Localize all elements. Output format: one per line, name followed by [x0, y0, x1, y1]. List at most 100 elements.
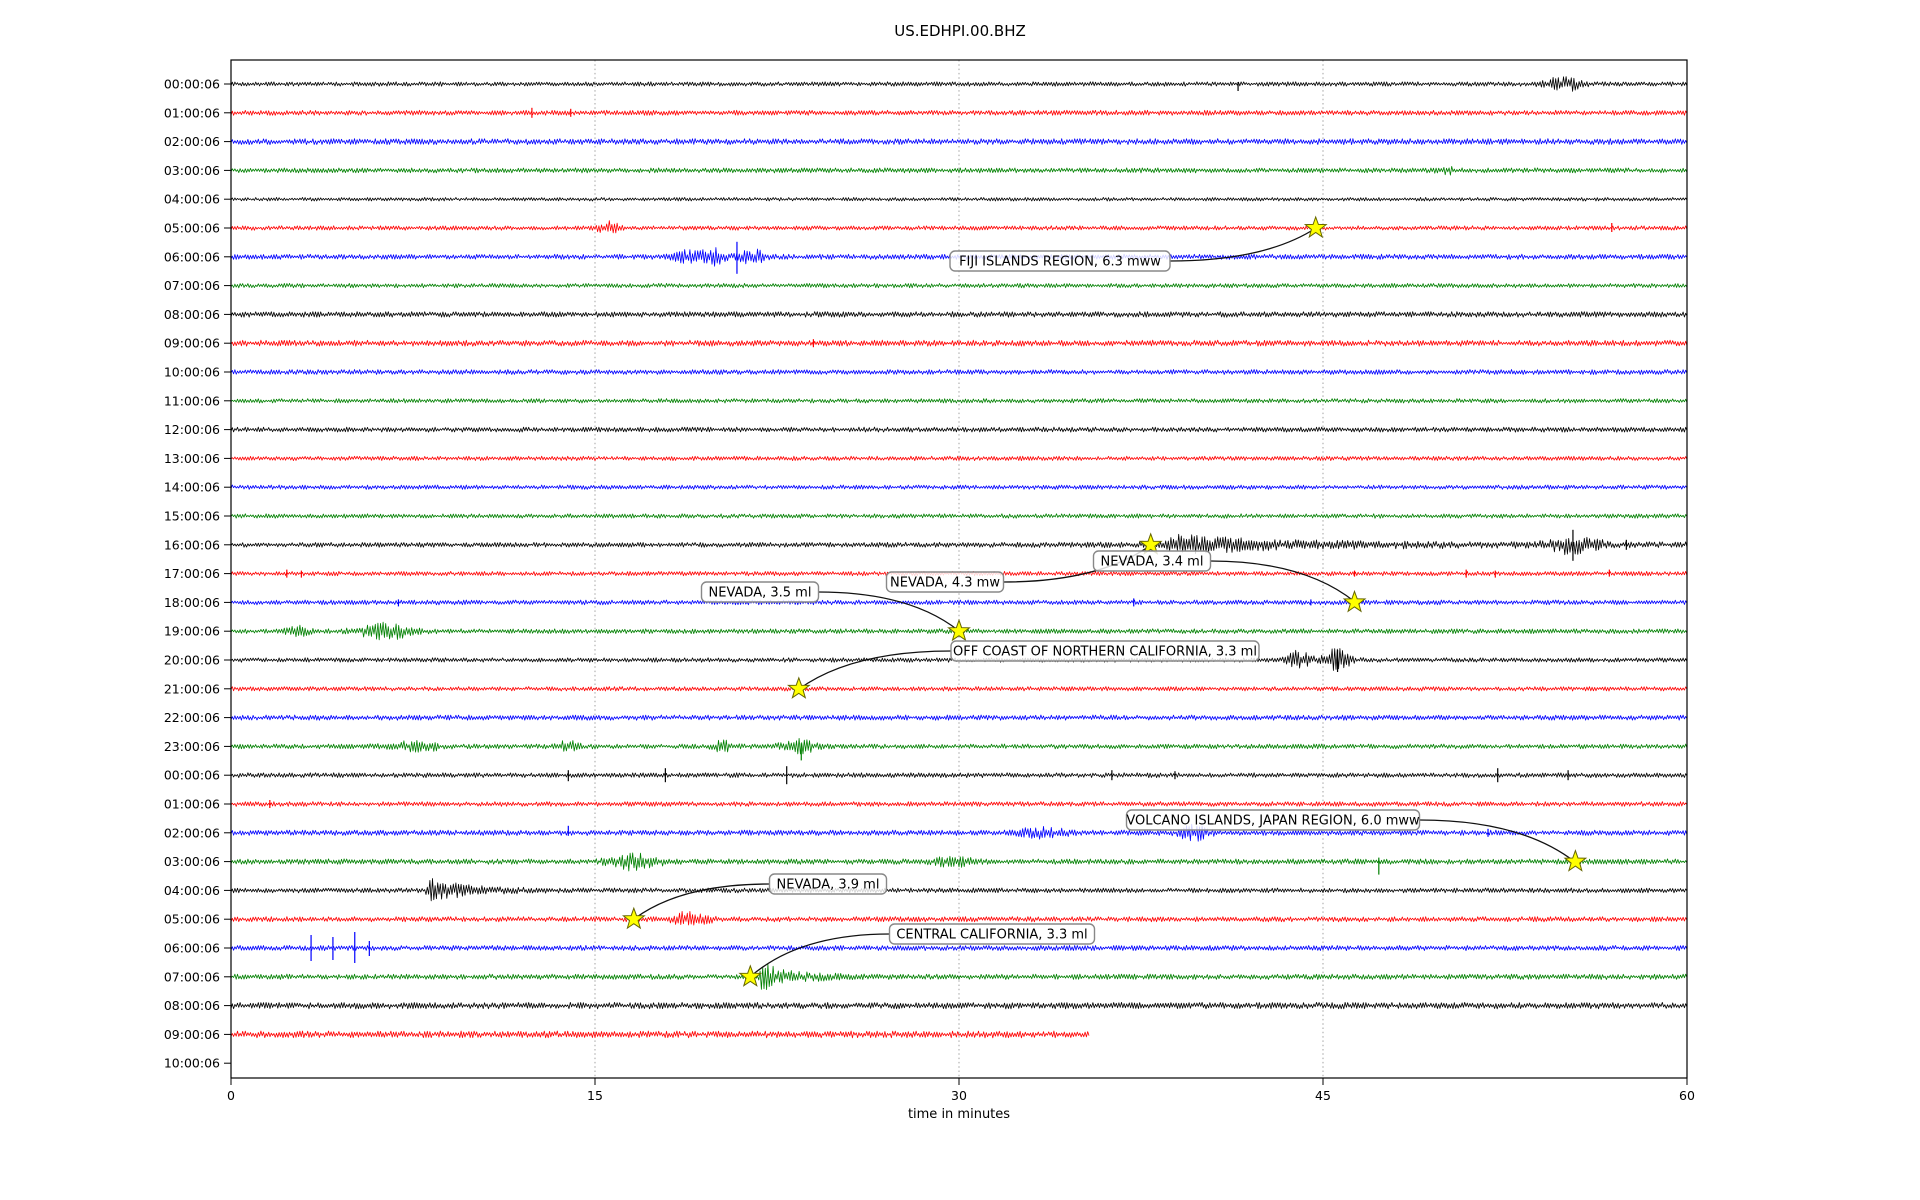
- event-leader-line: [1210, 560, 1356, 603]
- event-label-text: VOLCANO ISLANDS, JAPAN REGION, 6.0 mww: [1126, 814, 1420, 829]
- row-time-label: 09:00:06: [164, 1027, 220, 1042]
- trace-line: [230, 311, 1688, 318]
- event-star-marker: [738, 964, 763, 987]
- trace-line: [230, 165, 1688, 176]
- row-time-label: 05:00:06: [164, 912, 220, 927]
- trace-row-2-02:00:06: [230, 138, 1688, 146]
- trace-line: [230, 1030, 1090, 1039]
- row-time-label: 00:00:06: [164, 77, 220, 92]
- trace-row-1-01:00:06: [230, 107, 1688, 118]
- row-time-label: 06:00:06: [164, 249, 220, 264]
- trace-line: [230, 945, 1688, 951]
- event-star-marker: [1303, 215, 1328, 239]
- trace-line: [230, 714, 1688, 721]
- trace-row-10-10:00:06: [230, 369, 1688, 375]
- event-star-marker: [622, 906, 646, 930]
- trace-row-11-11:00:06: [230, 398, 1688, 404]
- row-time-label: 19:00:06: [164, 624, 220, 639]
- event-star-marker: [1563, 849, 1588, 872]
- trace-line: [230, 513, 1688, 519]
- row-time-label: 21:00:06: [164, 681, 220, 696]
- row-time-label: 10:00:06: [164, 365, 220, 380]
- x-axis-title: time in minutes: [908, 1107, 1010, 1122]
- row-time-label: 03:00:06: [164, 163, 220, 178]
- row-time-label: 07:00:06: [164, 278, 220, 293]
- trace-line: [230, 76, 1688, 92]
- row-time-label: 05:00:06: [164, 221, 220, 236]
- trace-rows: [230, 76, 1688, 1039]
- trace-row-30-06:00:06: [230, 932, 1688, 963]
- row-time-label: 23:00:06: [164, 739, 220, 754]
- row-time-label: 01:00:06: [164, 797, 220, 812]
- row-time-label: 12:00:06: [164, 422, 220, 437]
- row-time-label: 18:00:06: [164, 595, 220, 610]
- trace-row-13-13:00:06: [230, 455, 1688, 462]
- event-annotations: FIJI ISLANDS REGION, 6.3 mww NEVADA, 4.3 …: [622, 215, 1588, 987]
- trace-row-22-22:00:06: [230, 714, 1688, 721]
- trace-row-3-03:00:06: [230, 165, 1688, 176]
- row-time-label: 02:00:06: [164, 825, 220, 840]
- x-tick-label: 45: [1315, 1088, 1331, 1103]
- trace-line: [230, 109, 1688, 116]
- trace-row-32-08:00:06: [230, 1002, 1688, 1010]
- trace-line: [230, 801, 1688, 807]
- row-time-label: 10:00:06: [164, 1056, 220, 1071]
- trace-line: [230, 823, 1688, 842]
- event-star-marker: [1342, 589, 1367, 613]
- row-time-label: 20:00:06: [164, 653, 220, 668]
- event-label-text: NEVADA, 4.3 mw: [890, 576, 1000, 591]
- row-time-label: 22:00:06: [164, 710, 220, 725]
- trace-row-24-00:00:06: [230, 766, 1688, 785]
- event-label-box: [888, 923, 1096, 945]
- row-time-label: 04:00:06: [164, 883, 220, 898]
- event-label-box: [949, 250, 1171, 272]
- chart-title: US.EDHPI.00.BHZ: [894, 22, 1026, 40]
- event-label-box: [768, 873, 888, 895]
- trace-row-29-05:00:06: [230, 911, 1688, 926]
- trace-row-12-12:00:06: [230, 426, 1688, 433]
- row-time-label: 03:00:06: [164, 854, 220, 869]
- trace-line: [230, 282, 1688, 289]
- trace-line: [230, 220, 1688, 234]
- trace-row-0-00:00:06: [230, 76, 1688, 92]
- row-time-label: 14:00:06: [164, 480, 220, 495]
- event-leader-line: [633, 883, 770, 920]
- trace-line: [230, 196, 1688, 202]
- event-label-text: NEVADA, 3.5 ml: [709, 586, 812, 601]
- trace-line: [230, 911, 1688, 926]
- trace-row-33-09:00:06: [230, 1030, 1090, 1039]
- trace-line: [230, 599, 1688, 606]
- trace-line: [230, 1002, 1688, 1010]
- event-label-text: NEVADA, 3.4 ml: [1101, 555, 1204, 570]
- trace-row-14-14:00:06: [230, 484, 1688, 490]
- event-annotation: NEVADA, 3.9 ml: [622, 873, 888, 930]
- event-star-marker: [947, 618, 971, 642]
- trace-line: [230, 533, 1688, 556]
- trace-line: [230, 852, 1688, 872]
- row-time-label: 08:00:06: [164, 307, 220, 322]
- trace-line: [230, 369, 1688, 375]
- row-time-label: 16:00:06: [164, 537, 220, 552]
- event-star-marker: [786, 676, 811, 699]
- trace-line: [230, 484, 1688, 490]
- trace-row-18-18:00:06: [230, 598, 1688, 607]
- trace-line: [230, 772, 1688, 778]
- event-label-box: [1125, 809, 1421, 831]
- event-label-text: OFF COAST OF NORTHERN CALIFORNIA, 3.3 ml: [953, 645, 1257, 660]
- x-tick-label: 30: [951, 1088, 967, 1103]
- row-time-label: 04:00:06: [164, 192, 220, 207]
- event-label-box: [950, 640, 1260, 662]
- grid-lines: [594, 60, 1324, 1078]
- x-tick-label: 15: [587, 1088, 603, 1103]
- trace-row-28-04:00:06: [230, 878, 1688, 902]
- x-tick-label: 60: [1679, 1088, 1695, 1103]
- event-annotation: VOLCANO ISLANDS, JAPAN REGION, 6.0 mww: [1125, 809, 1588, 872]
- event-label-text: CENTRAL CALIFORNIA, 3.3 ml: [896, 928, 1087, 943]
- event-leader-line: [818, 591, 960, 632]
- trace-row-9-09:00:06: [230, 339, 1688, 348]
- event-leader-line: [1169, 227, 1317, 262]
- trace-row-4-04:00:06: [230, 196, 1688, 202]
- row-time-label: 07:00:06: [164, 969, 220, 984]
- event-annotation: NEVADA, 3.5 ml: [700, 581, 971, 642]
- trace-row-27-03:00:06: [230, 852, 1688, 875]
